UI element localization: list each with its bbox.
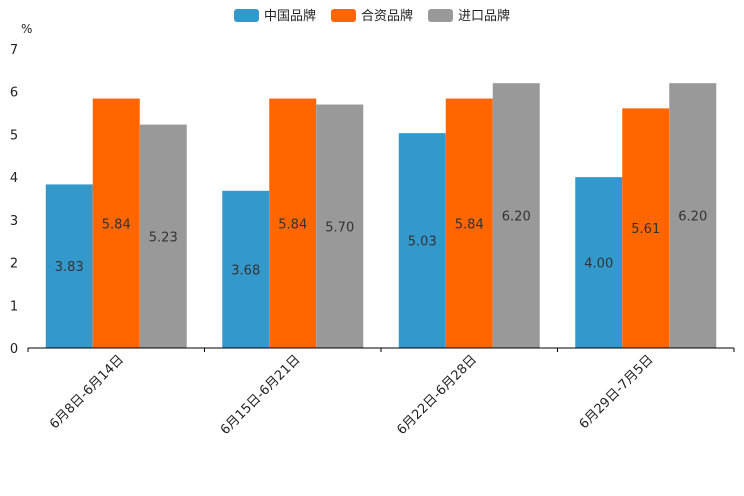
value-labels: 3.83 5.84 5.23 3.68 5.84 5.70 5.03 5.84 6.20 4.00…	[55, 210, 707, 279]
bar-value-label: 5.23	[149, 230, 178, 245]
x-tick-label: 6月8日-6月14日	[47, 352, 127, 432]
y-axis: 0 1 2 3 4 5 6 7	[10, 43, 18, 357]
bar[interactable]	[398, 133, 446, 348]
y-tick-label: 0	[10, 342, 18, 357]
legend-label: 中国品牌	[264, 8, 316, 24]
bar-value-label: 5.84	[455, 217, 484, 232]
bar[interactable]	[492, 83, 540, 349]
y-tick-label: 5	[10, 128, 18, 143]
x-tick-label: 6月15日-6月21日	[218, 352, 304, 438]
bar-value-label: 3.83	[55, 260, 84, 275]
bar[interactable]	[622, 108, 670, 348]
legend-item[interactable]: 合资品牌	[331, 8, 413, 24]
legend-label: 合资品牌	[361, 8, 413, 24]
legend-item[interactable]: 进口品牌	[428, 8, 510, 24]
y-tick-label: 4	[10, 171, 18, 186]
legend[interactable]: 中国品牌 合资品牌 进口品牌	[234, 8, 510, 24]
y-tick-label: 7	[10, 43, 18, 58]
bar[interactable]	[269, 98, 317, 348]
bar-value-label: 5.61	[631, 222, 660, 237]
y-tick-label: 2	[10, 257, 18, 272]
bar-value-label: 5.03	[408, 235, 437, 250]
legend-swatch	[331, 9, 356, 22]
y-tick-label: 1	[10, 299, 18, 314]
legend-item[interactable]: 中国品牌	[234, 8, 316, 24]
bar[interactable]	[316, 104, 364, 349]
x-tick-label: 6月22日-6月28日	[394, 352, 480, 438]
bar-value-label: 5.84	[278, 217, 307, 232]
bar-value-label: 4.00	[584, 257, 613, 272]
bar-value-label: 6.20	[502, 210, 531, 225]
x-axis: 6月8日-6月14日 6月15日-6月21日 6月22日-6月28日 6月29日-7月…	[27, 347, 735, 438]
bar-value-label: 5.70	[325, 220, 354, 235]
legend-swatch	[428, 9, 453, 22]
bar[interactable]	[575, 177, 623, 348]
bar-value-label: 6.20	[678, 210, 707, 225]
legend-swatch	[234, 9, 259, 22]
bar[interactable]	[669, 83, 717, 349]
y-tick-label: 6	[10, 86, 18, 101]
y-axis-unit-label: %	[21, 22, 32, 36]
bar[interactable]	[445, 98, 493, 348]
y-tick-label: 3	[10, 214, 18, 229]
bar-value-label: 3.68	[231, 263, 260, 278]
x-tick-label: 6月29日-7月5日	[577, 352, 657, 432]
bar[interactable]	[222, 190, 270, 348]
bar[interactable]	[92, 98, 140, 348]
legend-label: 进口品牌	[458, 8, 510, 24]
bar[interactable]	[45, 184, 93, 348]
bar-value-label: 5.84	[102, 217, 131, 232]
bar[interactable]	[139, 124, 187, 349]
bars-group	[45, 83, 717, 349]
